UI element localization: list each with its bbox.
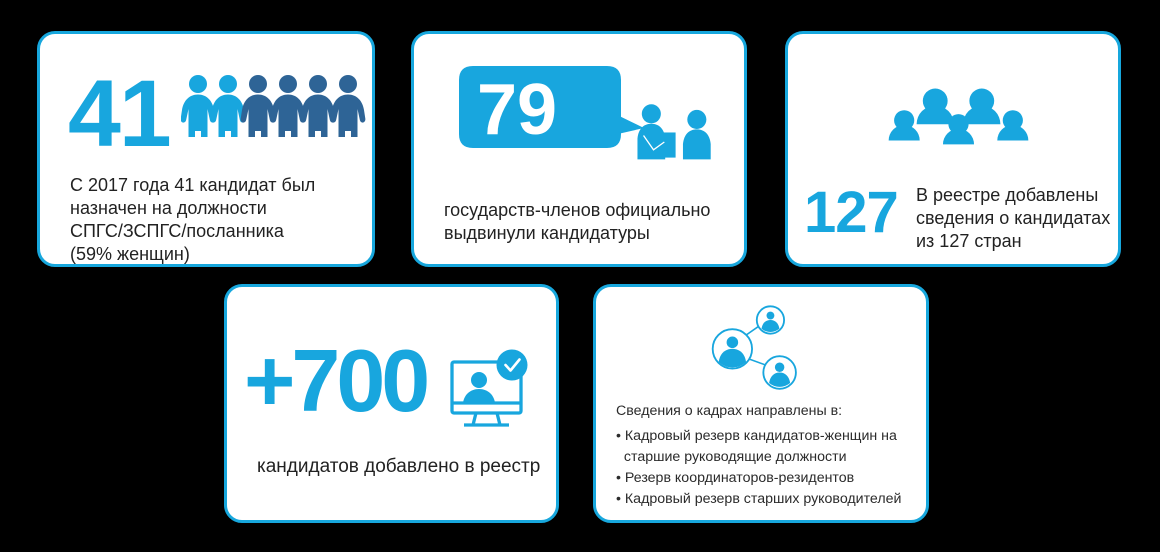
svg-text:79: 79 — [477, 70, 557, 150]
